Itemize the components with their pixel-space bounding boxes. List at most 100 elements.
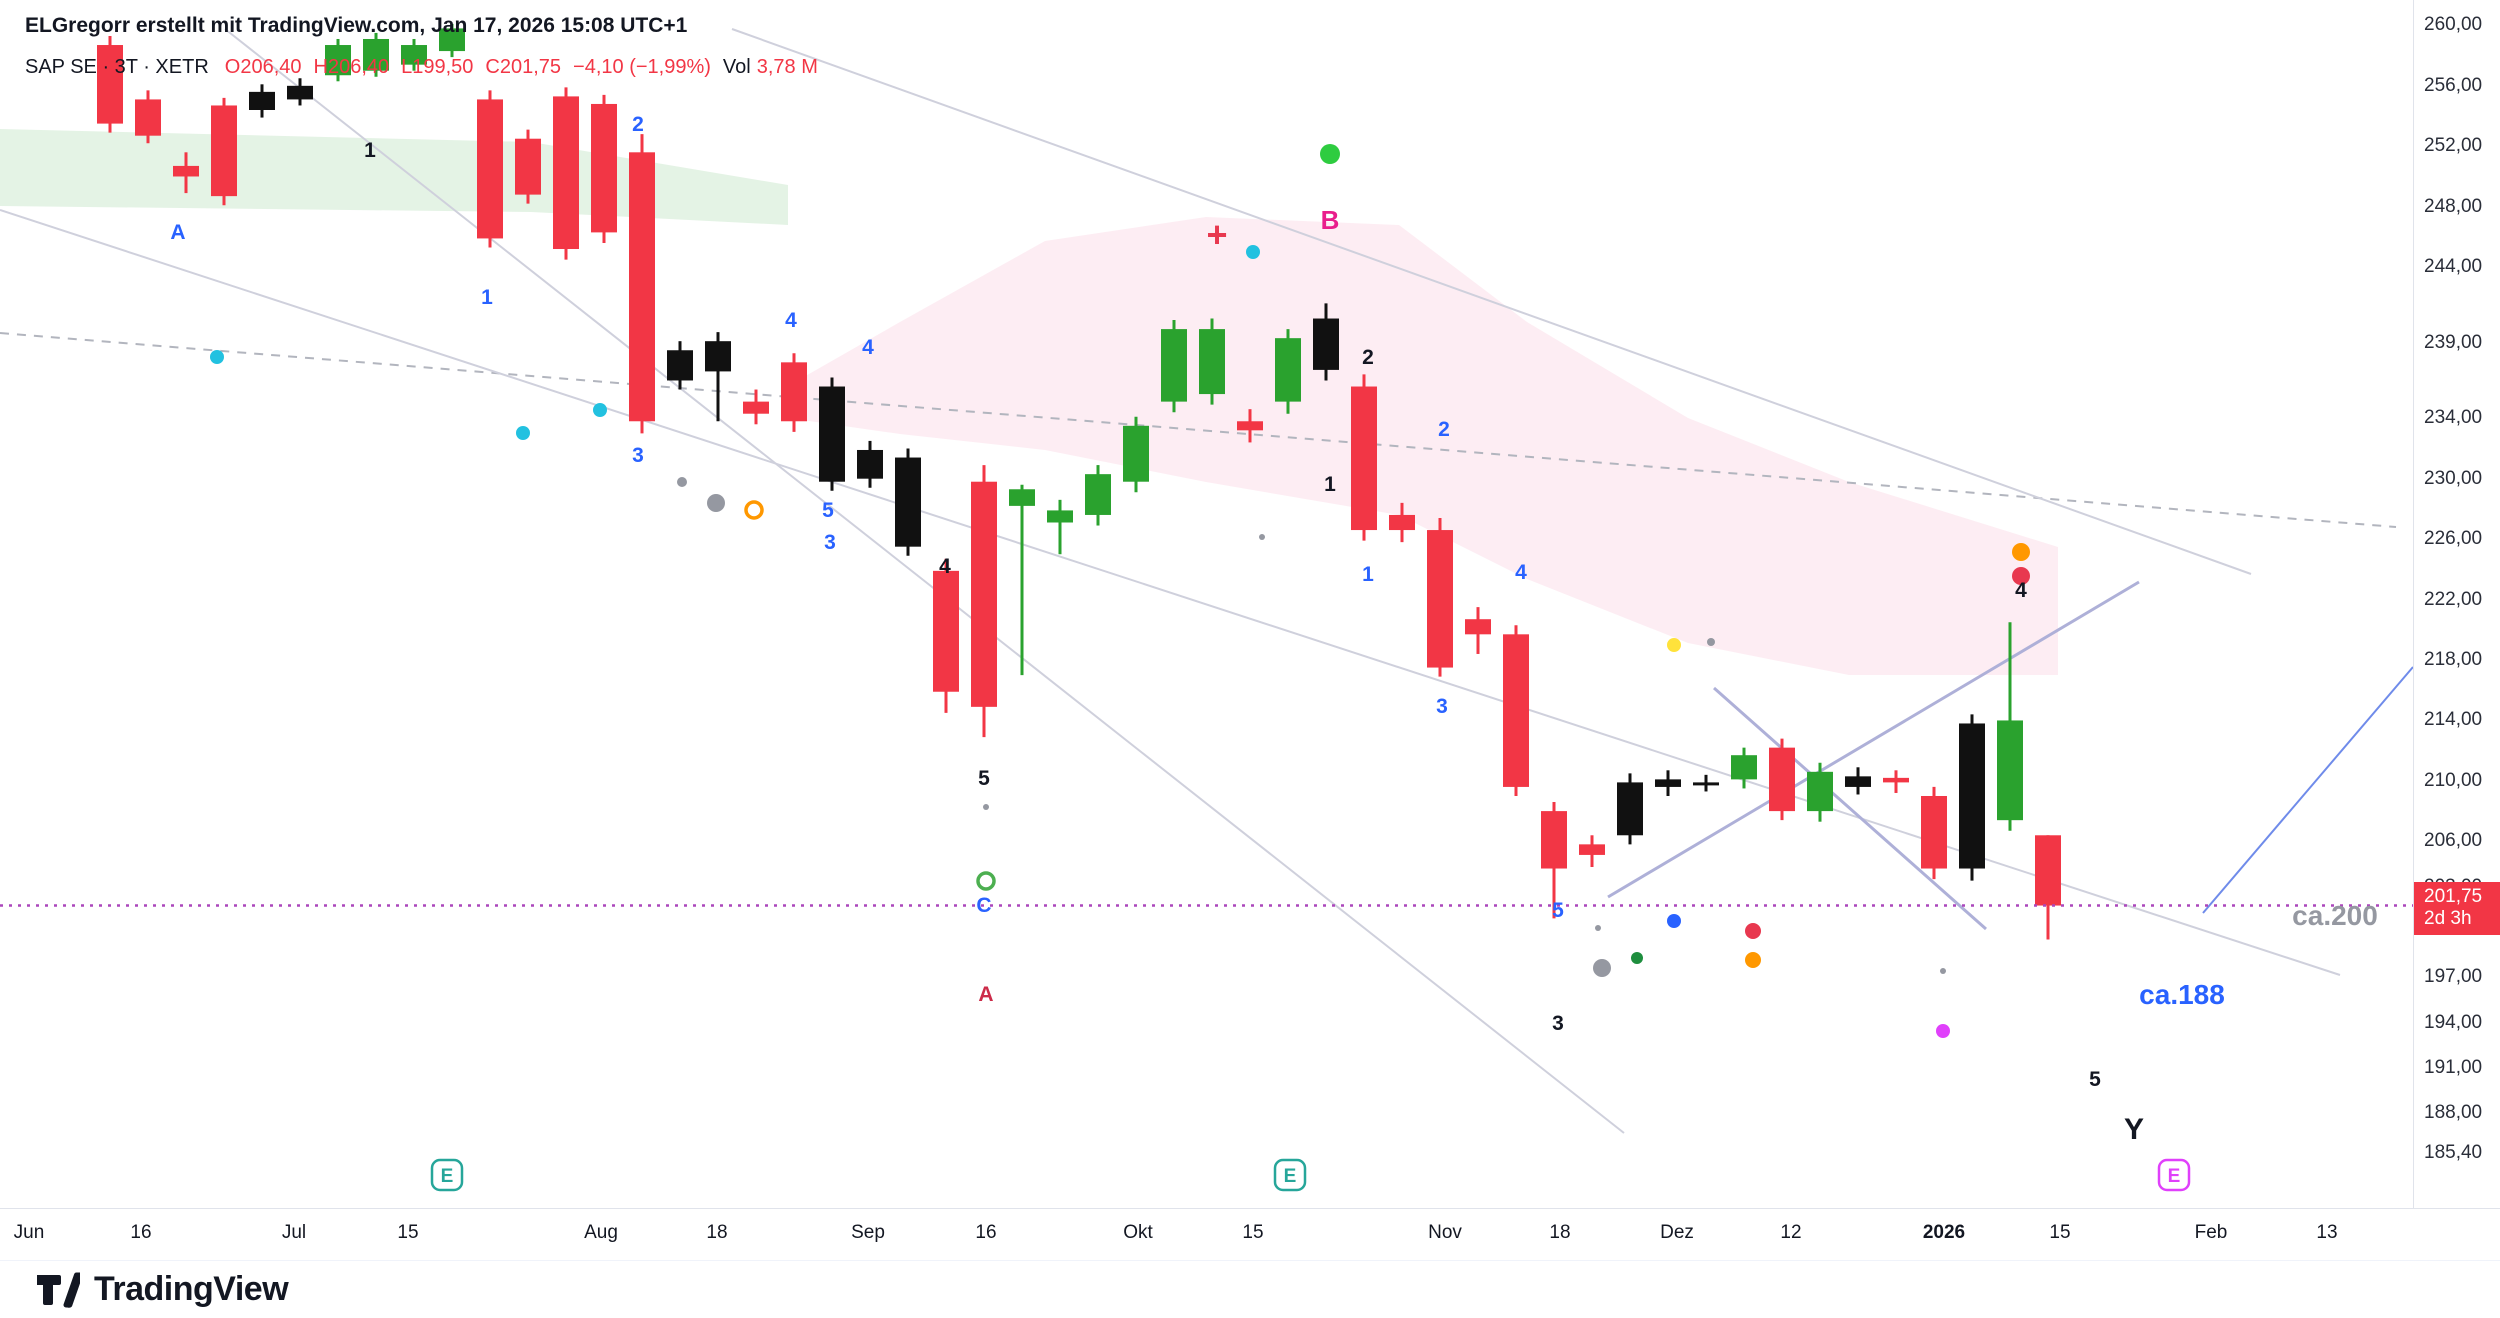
wave-label[interactable]: 5 — [2089, 1068, 2101, 1091]
candle-body — [781, 362, 807, 422]
wave-label[interactable]: 3 — [632, 444, 644, 467]
trendline[interactable] — [224, 28, 1625, 1134]
candle-body — [1237, 421, 1263, 431]
price-label: 244,00 — [2424, 256, 2483, 278]
wave-label[interactable]: 4 — [785, 309, 797, 332]
symbol-legend: SAP SE · 3T · XETR O206,40 H206,40 L199,50 C… — [25, 56, 830, 79]
marker-dot[interactable] — [2012, 567, 2030, 585]
price-label: 218,00 — [2424, 649, 2483, 670]
wave-label[interactable]: 4 — [1515, 561, 1527, 584]
marker-dot[interactable] — [1745, 923, 1761, 939]
time-label: 15 — [397, 1222, 419, 1243]
candle-body — [97, 45, 123, 124]
earnings-badge[interactable] — [430, 1158, 464, 1192]
wave-label[interactable]: 1 — [364, 139, 376, 162]
candle-body — [401, 45, 427, 65]
wave-label[interactable]: B — [1321, 205, 1340, 235]
wave-label[interactable]: 1 — [481, 286, 493, 309]
marker-dot[interactable] — [1745, 952, 1761, 968]
wave-label[interactable]: 2 — [1438, 418, 1450, 441]
trendline[interactable] — [1607, 580, 2140, 899]
trendline[interactable] — [1713, 686, 1987, 931]
candle-body — [819, 386, 845, 482]
marker-dot[interactable] — [516, 426, 530, 440]
wave-label[interactable]: 5 — [978, 767, 990, 790]
marker-dot[interactable] — [1667, 914, 1681, 928]
candle-body — [743, 401, 769, 414]
candle-body — [1427, 530, 1453, 668]
plus-marker[interactable]: + — [1206, 214, 1227, 255]
candle-body — [1123, 425, 1149, 482]
tradingview-wordmark[interactable]: TradingView — [94, 1270, 289, 1308]
trendline[interactable] — [0, 209, 2341, 976]
candle-body — [1085, 474, 1111, 515]
price-label: 256,00 — [2424, 74, 2483, 96]
price-label: 185,40 — [2424, 1141, 2483, 1163]
price-label: 234,00 — [2424, 407, 2483, 429]
wave-label[interactable]: 3 — [824, 531, 836, 554]
wave-label[interactable]: A — [978, 983, 993, 1006]
tradingview-logo-icon[interactable] — [36, 1272, 80, 1308]
price-label: 214,00 — [2424, 709, 2483, 731]
symbol-title[interactable]: SAP SE · 3T · XETR — [25, 56, 209, 78]
wave-label[interactable]: 2 — [632, 113, 644, 136]
wave-label[interactable]: Y — [2124, 1113, 2144, 1146]
wave-label[interactable]: 2 — [1362, 346, 1374, 369]
price-axis[interactable]: 201,75 2d 3h 260,00 256,00 252,00 248,00 244… — [2413, 0, 2500, 1208]
trendline[interactable] — [2202, 666, 2414, 914]
marker-dot[interactable] — [1246, 245, 1260, 259]
marker-dot[interactable] — [1259, 534, 1265, 540]
candle-body — [515, 138, 541, 195]
candle-body — [1465, 619, 1491, 635]
wave-label[interactable]: 5 — [822, 499, 834, 522]
wave-label[interactable]: 3 — [1436, 695, 1448, 718]
marker-dot[interactable] — [1320, 144, 1340, 164]
wave-label[interactable]: 3 — [1552, 1012, 1564, 1035]
marker-dot[interactable] — [976, 871, 996, 891]
price-label: 191,00 — [2424, 1056, 2483, 1078]
wave-label[interactable]: C — [976, 894, 991, 917]
candle-body — [1693, 782, 1719, 786]
time-label: Okt — [1123, 1222, 1153, 1243]
time-label: 16 — [975, 1222, 997, 1243]
marker-dot[interactable] — [1940, 968, 1946, 974]
marker-dot[interactable] — [1667, 638, 1681, 652]
current-price-value: 201,75 — [2424, 885, 2483, 907]
marker-dot[interactable] — [1593, 959, 1611, 977]
marker-dot[interactable] — [210, 350, 224, 364]
candle-body — [1351, 386, 1377, 531]
wave-label[interactable]: ca.200 — [2292, 900, 2378, 931]
earnings-badge[interactable] — [1273, 1158, 1307, 1192]
marker-dot[interactable] — [983, 804, 989, 810]
wave-label[interactable]: 4 — [2015, 579, 2027, 602]
wave-label[interactable]: 5 — [1552, 899, 1564, 922]
marker-dot[interactable] — [1707, 638, 1715, 646]
wave-label[interactable]: 4 — [939, 555, 951, 578]
trendline[interactable] — [731, 28, 2252, 575]
candle-body — [1313, 318, 1339, 370]
wave-label[interactable]: ca.188 — [2139, 979, 2225, 1010]
marker-dot[interactable] — [707, 494, 725, 512]
wave-label[interactable]: 1 — [1324, 473, 1336, 496]
wave-label[interactable]: 1 — [1362, 563, 1374, 586]
attribution-line: ELGregorr erstellt mit TradingView.com, … — [25, 14, 688, 37]
marker-dot[interactable] — [1631, 952, 1643, 964]
marker-dot[interactable] — [593, 403, 607, 417]
earnings-badge[interactable] — [2157, 1158, 2191, 1192]
ohlc-open: O206,40 — [224, 56, 302, 78]
price-label: 226,00 — [2424, 528, 2483, 550]
time-axis[interactable]: Jun 16 Jul 15 Aug 18 Sep 16 Okt 15 Nov 18 Dez 12 2026 1… — [0, 1208, 2500, 1261]
wave-label[interactable]: 4 — [862, 336, 874, 359]
marker-dot[interactable] — [1595, 925, 1601, 931]
marker-dot[interactable] — [2012, 543, 2030, 561]
marker-dot[interactable] — [744, 500, 764, 520]
wave-label[interactable]: A — [170, 221, 185, 244]
price-label: 210,00 — [2424, 769, 2483, 791]
marker-dot[interactable] — [677, 477, 687, 487]
candle-body — [2035, 835, 2061, 906]
time-label: Jun — [13, 1222, 45, 1243]
price-label: 248,00 — [2424, 195, 2483, 217]
marker-dot[interactable] — [1936, 1024, 1950, 1038]
candle-body — [1503, 634, 1529, 787]
